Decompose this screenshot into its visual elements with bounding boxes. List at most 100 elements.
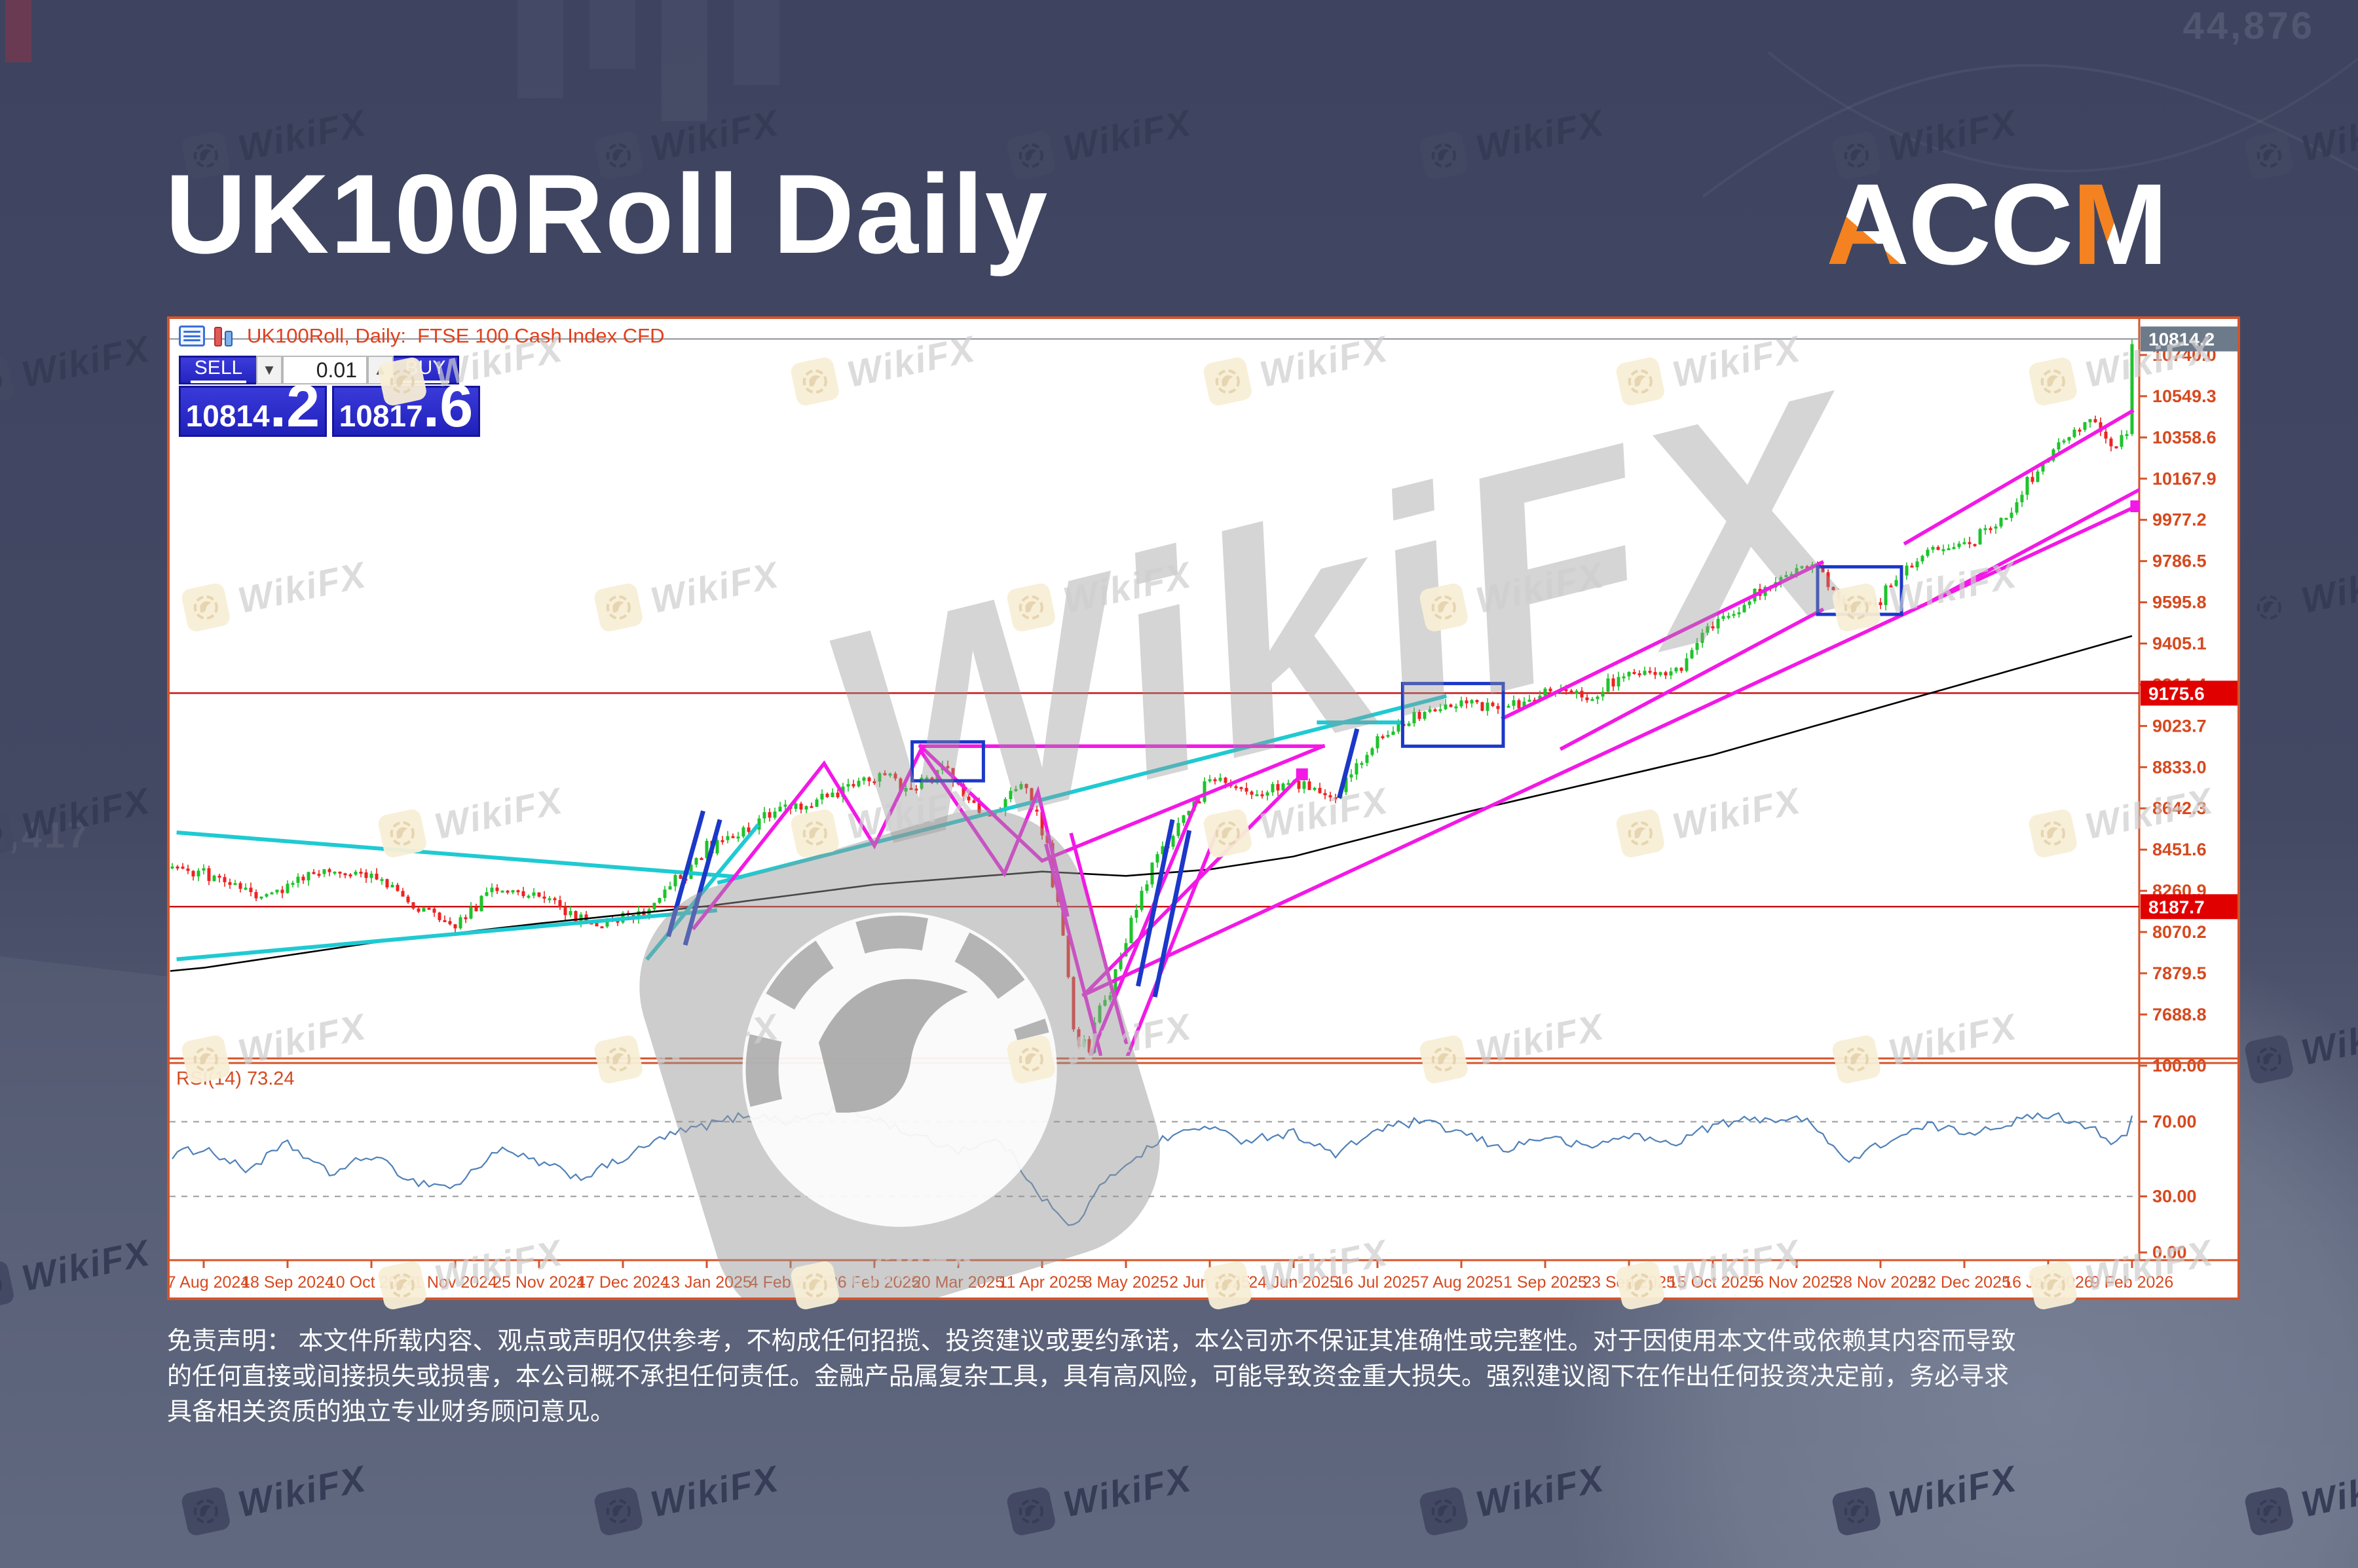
svg-text:2 Jun 2025: 2 Jun 2025	[1169, 1273, 1250, 1292]
wikifx-badge-text: WikiFX	[234, 1457, 370, 1525]
svg-text:10358.6: 10358.6	[2152, 428, 2217, 447]
wikifx-eagle-icon	[0, 356, 16, 407]
price-label-box: 8187.7	[2141, 894, 2237, 920]
one-click-trading-widget: SELL ▼ 0.01 ▲ BUY 10814.2 10817.6	[179, 356, 487, 437]
wikifx-badge-text: WikiFX	[18, 779, 154, 847]
wikifx-badge-text: WikiFX	[1472, 1457, 1608, 1525]
bid-price[interactable]: 10814.2	[179, 375, 327, 437]
wikifx-badge: WikiFX	[593, 1456, 783, 1537]
wikifx-eagle-icon	[1418, 1485, 1470, 1537]
disclaimer-line: 免责声明： 本文件所载内容、观点或声明仅供参考，不构成任何招揽、投资建议或要约承…	[167, 1328, 2016, 1355]
wikifx-eagle-icon	[1831, 1485, 1882, 1537]
wikifx-badge-text: WikiFX	[2297, 1005, 2358, 1073]
svg-text:17 Dec 2024: 17 Dec 2024	[576, 1273, 669, 1292]
wikifx-eagle-icon	[2243, 130, 2295, 181]
price-label-box: 9175.6	[2141, 681, 2237, 706]
svg-text:0.00: 0.00	[2152, 1242, 2187, 1262]
svg-text:11 Apr 2025: 11 Apr 2025	[999, 1273, 1086, 1292]
wikifx-badge-text: WikiFX	[2297, 553, 2358, 621]
sell-button[interactable]: SELL	[179, 356, 256, 384]
lot-decrease-button[interactable]: ▼	[256, 356, 282, 384]
chart-bars-icon[interactable]	[214, 326, 238, 346]
svg-text:9977.2: 9977.2	[2152, 510, 2207, 530]
disclaimer-line: 具备相关资质的独立专业财务顾问意见。	[167, 1398, 616, 1426]
svg-text:20 Mar 2025: 20 Mar 2025	[912, 1273, 1004, 1292]
svg-text:8187.7: 8187.7	[2148, 897, 2205, 917]
analysis-objects	[176, 409, 2139, 1056]
wikifx-eagle-icon	[0, 1260, 16, 1311]
wikifx-badge: WikiFX	[1418, 1456, 1608, 1537]
svg-text:9786.5: 9786.5	[2152, 551, 2207, 571]
chart-canvas[interactable]: 10740.0 10549.3 10358.6 10167.9 9977.2 9786.5…	[170, 319, 2237, 1297]
svg-text:16 Jul 2025: 16 Jul 2025	[1335, 1273, 1419, 1292]
svg-text:6 Nov 2025: 6 Nov 2025	[1755, 1273, 1839, 1292]
wikifx-badge-text: WikiFX	[1059, 101, 1195, 169]
background-number: 8,417	[0, 814, 91, 855]
wikifx-badge: WikiFX	[180, 1456, 370, 1537]
wikifx-eagle-icon	[2243, 1485, 2295, 1537]
svg-text:8070.2: 8070.2	[2152, 922, 2207, 942]
svg-text:23 Sep 2025: 23 Sep 2025	[1582, 1273, 1675, 1292]
wikifx-badge: WikiFX	[1005, 1456, 1195, 1537]
wikifx-eagle-icon	[1418, 130, 1470, 181]
wikifx-eagle-icon	[2243, 582, 2295, 633]
wikifx-eagle-icon	[0, 808, 16, 859]
wikifx-badge-text: WikiFX	[1472, 101, 1608, 169]
wikifx-badge: WikiFX	[2243, 100, 2358, 181]
svg-text:26 Feb 2025: 26 Feb 2025	[829, 1273, 920, 1292]
brand-letter: M	[2072, 159, 2168, 291]
ask-price[interactable]: 10817.6	[332, 375, 480, 437]
wikifx-badge-text: WikiFX	[1884, 1457, 2021, 1525]
price-axis: 10740.010549.310358.610167.99977.29786.5…	[2139, 345, 2217, 1262]
svg-text:9405.1: 9405.1	[2152, 634, 2207, 654]
svg-text:28 Nov 2025: 28 Nov 2025	[1834, 1273, 1927, 1292]
chart-panel: 10740.0 10549.3 10358.6 10167.9 9977.2 9786.5…	[167, 316, 2240, 1300]
svg-text:8451.6: 8451.6	[2152, 840, 2207, 859]
price-label-box: 10814.2	[2141, 326, 2237, 352]
wikifx-badge: WikiFX	[0, 778, 154, 859]
svg-text:10 Oct 2024: 10 Oct 2024	[327, 1273, 416, 1292]
svg-text:8833.0: 8833.0	[2152, 757, 2207, 777]
svg-text:27 Aug 2024: 27 Aug 2024	[170, 1273, 250, 1292]
brand-letter: A	[1826, 159, 1909, 291]
ask-frac: .6	[422, 372, 474, 439]
disclaimer-text: 免责声明： 本文件所载内容、观点或声明仅供参考，不构成任何招揽、投资建议或要约承…	[167, 1324, 2250, 1430]
svg-text:9 Feb 2026: 9 Feb 2026	[2091, 1273, 2174, 1292]
wikifx-badge: WikiFX	[0, 326, 154, 407]
page-title: UK100Roll Daily	[165, 151, 1049, 277]
svg-text:30.00: 30.00	[2152, 1187, 2197, 1206]
wikifx-badge-text: WikiFX	[1059, 1457, 1195, 1525]
brand-letter: C	[1908, 159, 1991, 291]
svg-text:70.00: 70.00	[2152, 1112, 2197, 1132]
svg-text:9023.7: 9023.7	[2152, 716, 2207, 736]
ask-main: 10817	[339, 399, 423, 433]
svg-text:1 Nov 2024: 1 Nov 2024	[413, 1273, 497, 1292]
svg-text:10549.3: 10549.3	[2152, 386, 2217, 406]
terminal-header: UK100Roll, Daily: FTSE 100 Cash Index CF…	[179, 324, 664, 348]
svg-text:9175.6: 9175.6	[2148, 683, 2205, 703]
wikifx-eagle-icon	[593, 1485, 645, 1537]
svg-text:7688.8: 7688.8	[2152, 1005, 2207, 1024]
wikifx-badge: WikiFX	[2243, 1456, 2358, 1537]
brand-letter: C	[1990, 159, 2073, 291]
svg-text:22 Dec 2025: 22 Dec 2025	[1918, 1273, 2011, 1292]
svg-text:13 Jan 2025: 13 Jan 2025	[662, 1273, 752, 1292]
svg-text:24 Jun 2025: 24 Jun 2025	[1248, 1273, 1339, 1292]
lot-size-field[interactable]: 0.01	[282, 356, 367, 384]
lot-increase-button[interactable]: ▲	[367, 356, 394, 384]
svg-text:16 Jan 2026: 16 Jan 2026	[2003, 1273, 2093, 1292]
wikifx-badge: WikiFX	[2243, 1004, 2358, 1085]
svg-text:8 May 2025: 8 May 2025	[1083, 1273, 1169, 1292]
svg-text:7879.5: 7879.5	[2152, 963, 2207, 983]
svg-text:9595.8: 9595.8	[2152, 593, 2207, 612]
rsi-pane	[170, 1106, 2139, 1226]
wikifx-badge-text: WikiFX	[2297, 101, 2358, 169]
bid-frac: .2	[269, 372, 320, 439]
window-list-icon[interactable]	[179, 326, 205, 346]
wikifx-badge-text: WikiFX	[18, 1231, 154, 1299]
wikifx-badge-text: WikiFX	[646, 1457, 783, 1525]
wikifx-badge-text: WikiFX	[18, 327, 154, 395]
